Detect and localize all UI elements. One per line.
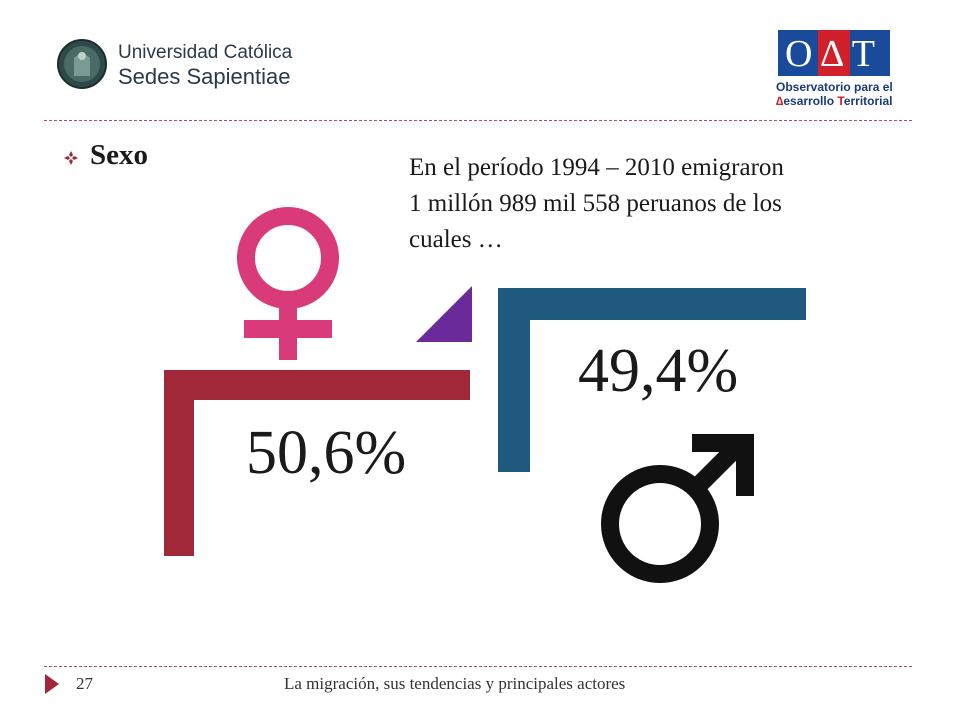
female-percentage: 50,6% xyxy=(246,419,407,487)
intro-line: En el período 1994 – 2010 emigraron xyxy=(409,154,784,181)
slide-heading: Sexo xyxy=(90,139,148,171)
header-divider xyxy=(44,120,912,121)
footer-divider xyxy=(44,666,912,667)
odt-emblem: O∆T xyxy=(778,30,890,76)
university-motto: Sedes Sapientiae xyxy=(118,64,291,89)
odt-logo: O∆T Observatorio para el ∆esarrollo Terr… xyxy=(772,30,902,110)
page-number: 27 xyxy=(76,674,93,693)
intro-line: cuales … xyxy=(409,226,503,253)
intro-line: 1 millón 989 mil 558 peruanos de los xyxy=(409,190,782,217)
odt-acronym: O∆T xyxy=(785,33,883,75)
university-seal-icon xyxy=(57,39,107,89)
university-logo: Universidad Católica Sedes Sapientiae xyxy=(56,38,292,96)
odt-subtitle-line2: ∆esarrollo Territorial xyxy=(776,94,893,108)
footer-title: La migración, sus tendencias y principal… xyxy=(284,674,626,693)
male-symbol-icon xyxy=(601,434,754,583)
footer-marker-icon xyxy=(45,674,59,694)
male-bracket xyxy=(498,288,806,472)
connector-triangle xyxy=(416,286,472,342)
female-bracket xyxy=(164,370,470,556)
diamond-bullet-icon xyxy=(64,151,78,165)
female-symbol-icon xyxy=(237,207,339,360)
intro-text: En el período 1994 – 2010 emigraron 1 mi… xyxy=(409,150,909,258)
university-name: Universidad Católica xyxy=(118,42,293,63)
odt-subtitle-line1: Observatorio para el xyxy=(776,80,893,94)
male-percentage: 49,4% xyxy=(578,337,739,405)
